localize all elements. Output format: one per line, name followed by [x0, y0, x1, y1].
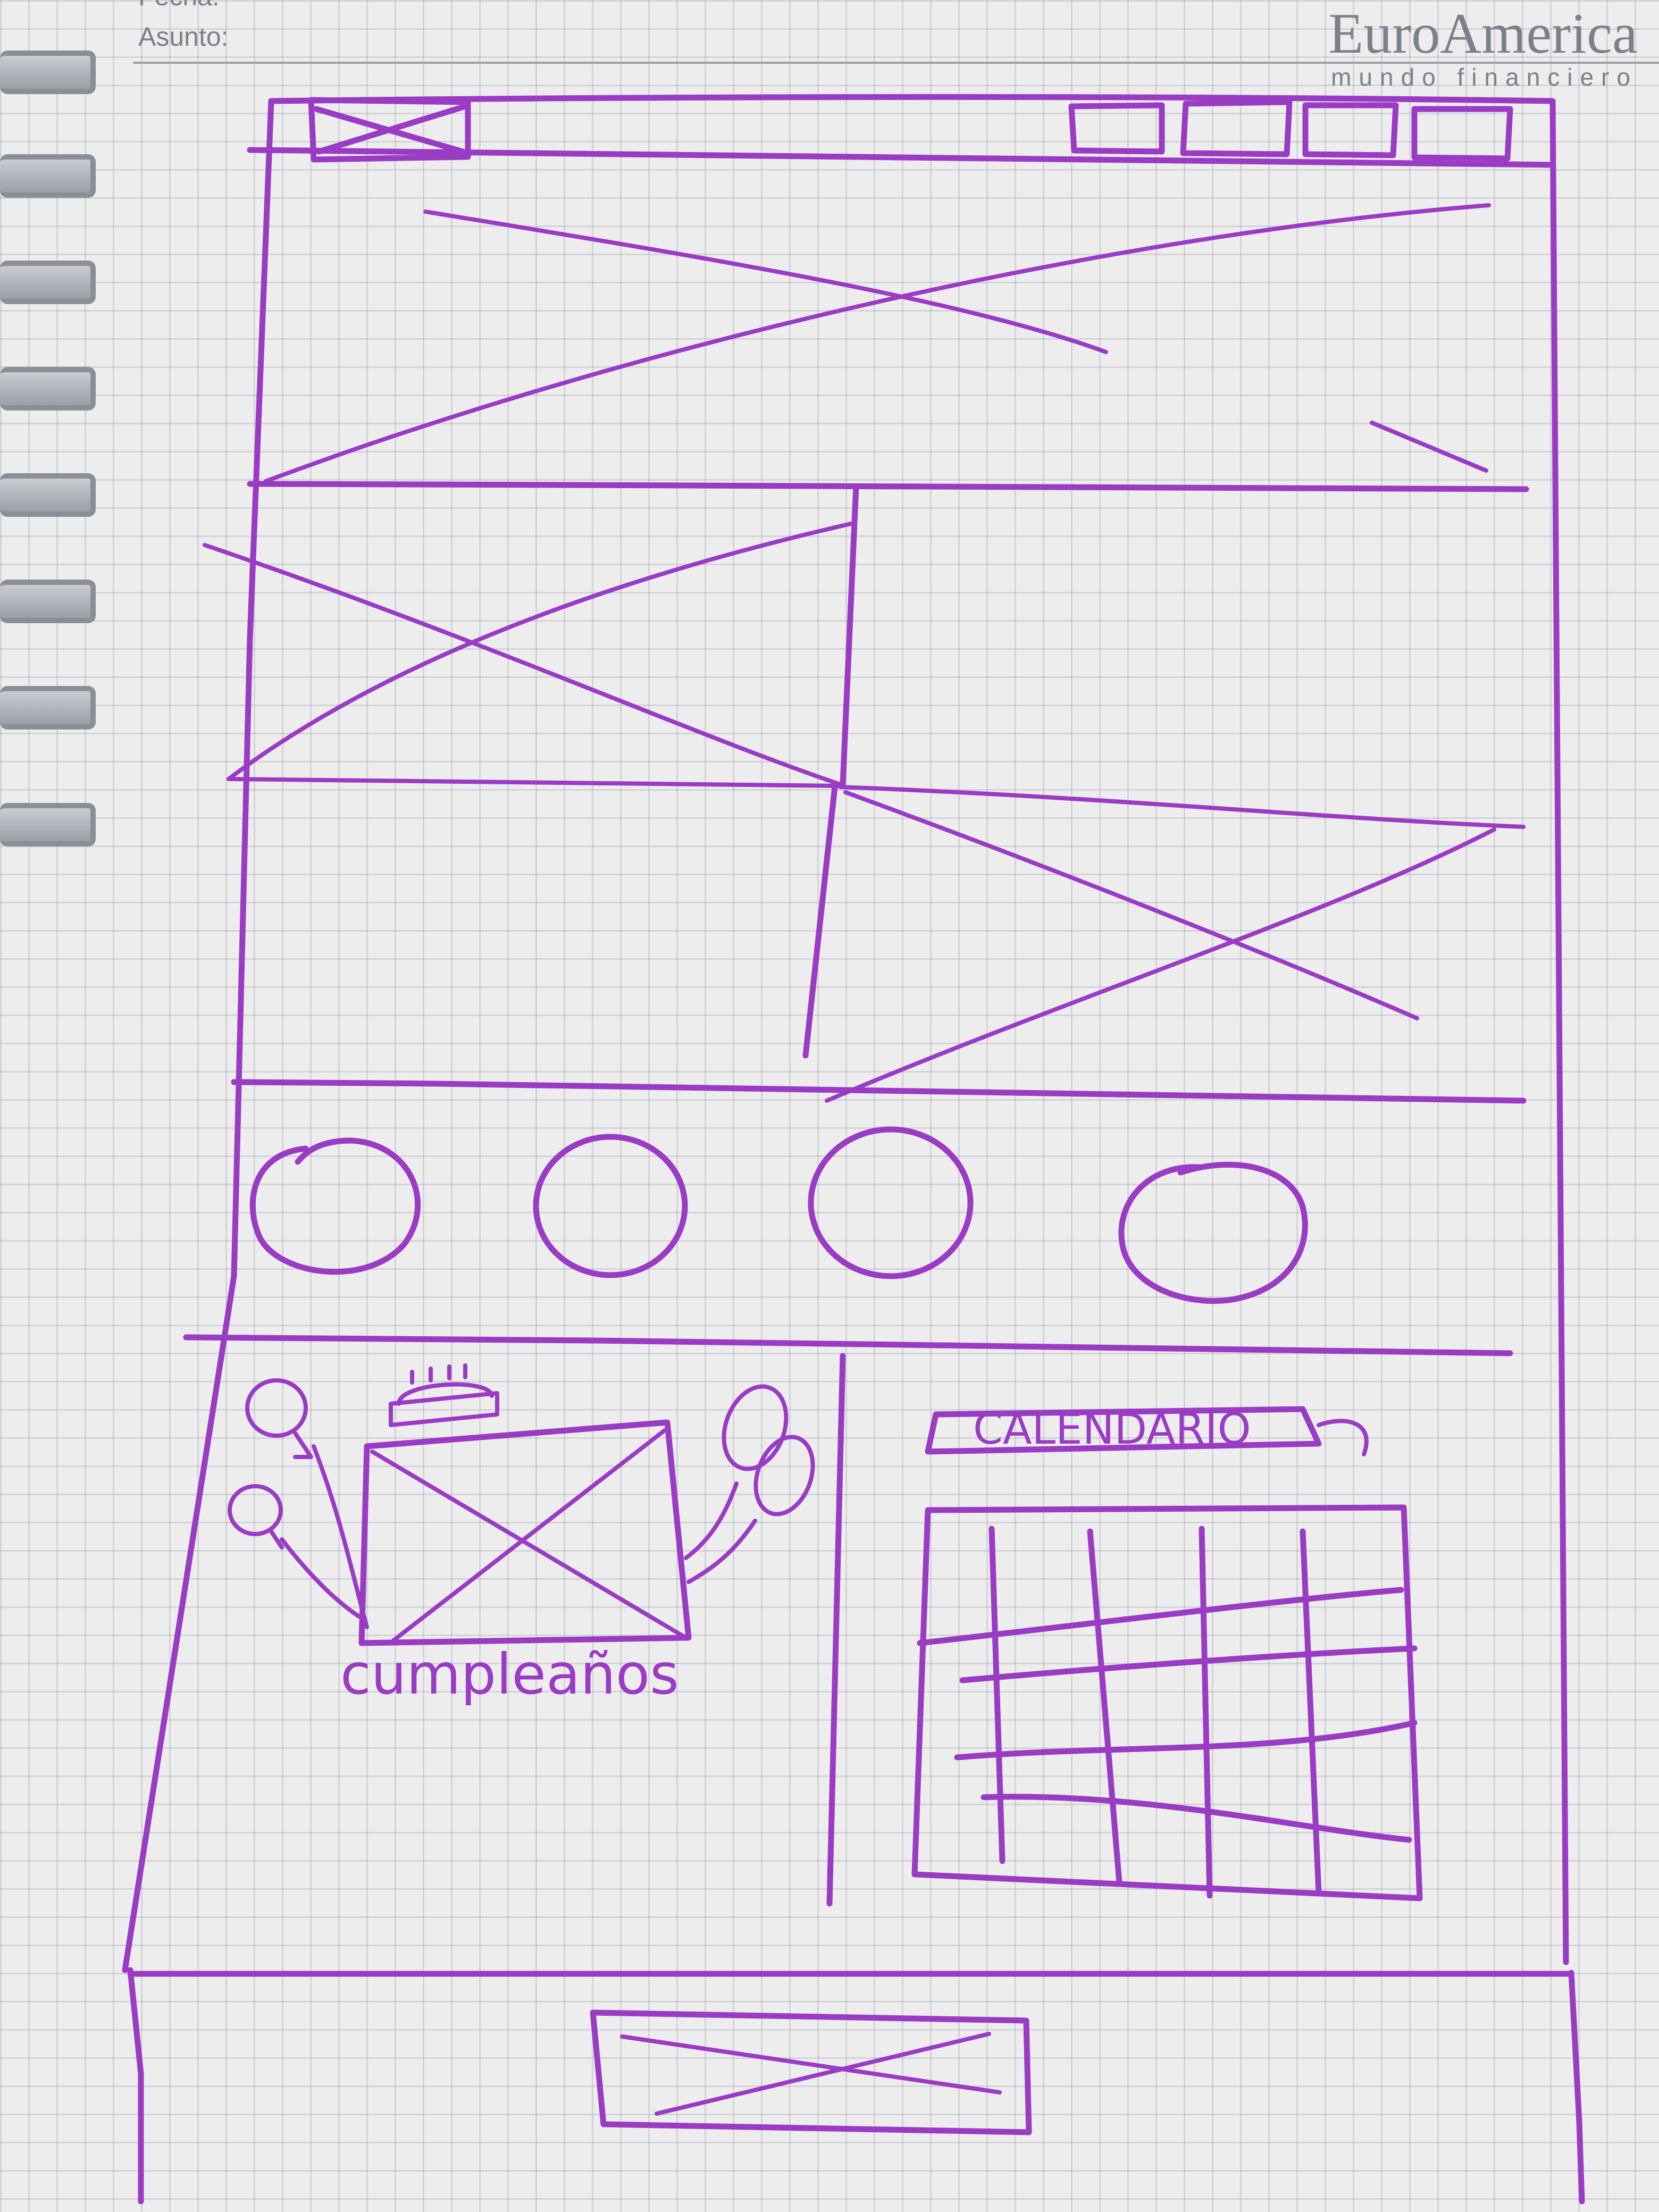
section-divider [826, 1353, 846, 1907]
footer [127, 1971, 1574, 2135]
circle-icon-4[interactable] [1118, 1161, 1308, 1304]
nav-logo-placeholder[interactable] [308, 97, 471, 163]
nav-button-2[interactable] [1180, 99, 1293, 157]
feature-section [203, 483, 1527, 1104]
calendar-title: CALENDARIO [973, 1404, 1251, 1454]
page-frame [122, 94, 1585, 2205]
brand-logo: EuroAmerica mundo financiero [1328, 5, 1638, 91]
calendar-section: CALENDARIO [911, 1404, 1423, 1901]
circle-icons-row [183, 1126, 1513, 1356]
nav-button-3[interactable] [1302, 102, 1399, 158]
brand-name: EuroAmerica [1328, 2, 1638, 65]
birthday-label: cumpleaños [340, 1642, 679, 1707]
circle-icon-3[interactable] [808, 1126, 974, 1279]
feature-image-right [825, 785, 1526, 1103]
spiral-binding [0, 0, 128, 2212]
fecha-label: Fecha: [138, 0, 220, 12]
brand-tagline: mundo financiero [1331, 63, 1638, 91]
cake-icon [389, 1363, 499, 1427]
balloon-icon [684, 1384, 815, 1584]
header-rule [133, 62, 1659, 64]
binding-ring [0, 473, 96, 517]
feature-image-left [203, 522, 853, 788]
calendar-title-banner: CALENDARIO [925, 1404, 1369, 1456]
nav-button-4[interactable] [1411, 106, 1513, 162]
binding-ring [0, 580, 96, 623]
nav-button-1[interactable] [1068, 102, 1165, 155]
binding-ring [0, 367, 96, 410]
birthday-image-placeholder[interactable] [358, 1419, 692, 1646]
circle-icon-2[interactable] [533, 1134, 688, 1278]
binding-ring [0, 261, 96, 304]
top-nav [247, 97, 1556, 168]
calendar-grid[interactable] [911, 1504, 1423, 1901]
binding-ring [0, 51, 96, 94]
asunto-label: Asunto: [138, 22, 229, 52]
hero-image-placeholder [247, 203, 1529, 492]
binding-ring [0, 686, 96, 730]
birthday-section: cumpleaños [228, 1353, 846, 1907]
footer-logo-placeholder[interactable] [590, 2009, 1032, 2135]
notebook-header: Fecha: Asunto: EuroAmerica mundo financi… [133, 0, 1659, 91]
balloon-icon [228, 1378, 369, 1629]
binding-ring [0, 154, 96, 198]
circle-icon-1[interactable] [249, 1137, 421, 1275]
binding-ring [0, 803, 96, 847]
